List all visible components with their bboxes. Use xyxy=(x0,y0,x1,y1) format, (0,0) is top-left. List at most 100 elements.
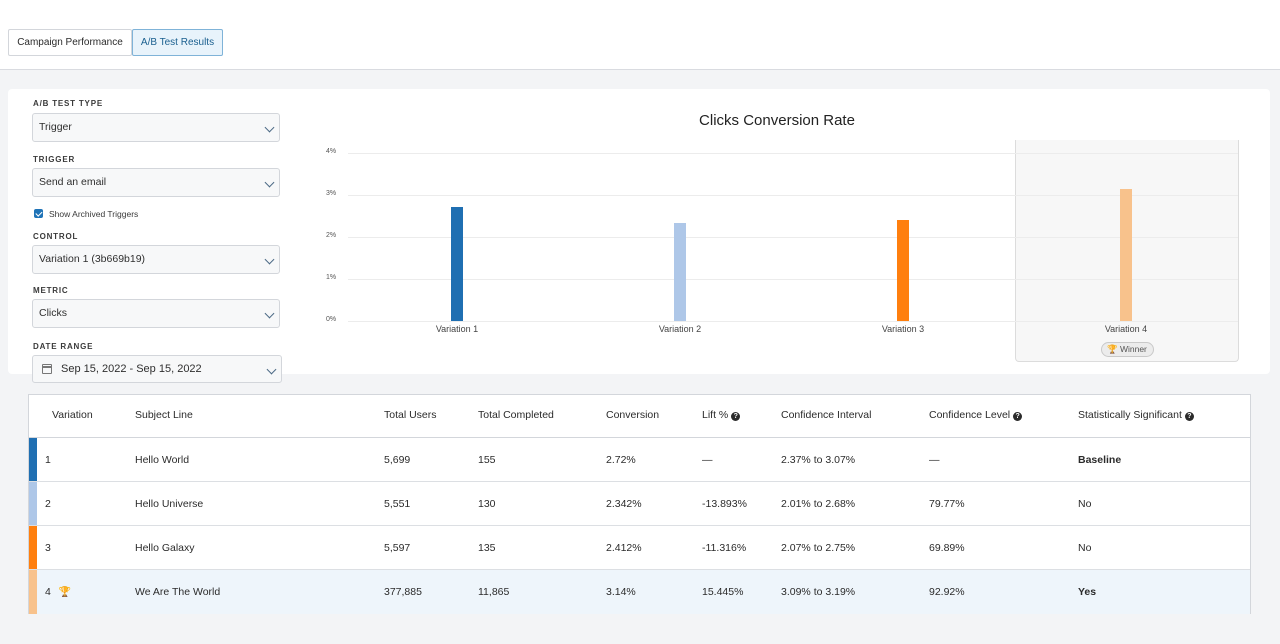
x-tick-label: Variation 4 xyxy=(1104,324,1148,334)
winner-badge-label: Winner xyxy=(1119,344,1147,354)
table-header: Variation Subject Line Total Users Total… xyxy=(29,395,1250,438)
bar-variation-1[interactable] xyxy=(451,206,463,321)
chevron-down-icon xyxy=(264,122,275,133)
cell-significant: Yes xyxy=(1078,586,1097,598)
gridline xyxy=(348,153,1238,154)
cell-lift: 15.445% xyxy=(702,586,744,598)
cell-cl: 79.77% xyxy=(929,498,965,510)
results-table: Variation Subject Line Total Users Total… xyxy=(28,394,1251,614)
cell-variation: 1 xyxy=(45,454,51,466)
y-tick-label: 4% xyxy=(326,148,337,155)
top-bar: Campaign Performance A/B Test Results xyxy=(0,0,1280,70)
cell-subject: Hello Universe xyxy=(135,498,204,510)
ab-test-type-value: Trigger xyxy=(39,121,72,133)
cell-completed: 135 xyxy=(478,542,496,554)
col-statistically-significant[interactable]: Statistically Significant? xyxy=(1078,409,1194,421)
y-tick-label: 2% xyxy=(326,232,337,239)
date-range-value: Sep 15, 2022 - Sep 15, 2022 xyxy=(61,363,202,375)
tab-ab-test-results[interactable]: A/B Test Results xyxy=(132,29,223,56)
cell-subject: We Are The World xyxy=(135,586,221,598)
col-confidence-level-label: Confidence Level xyxy=(929,409,1011,421)
chevron-down-icon xyxy=(264,308,275,319)
cell-ci: 2.37% to 3.07% xyxy=(781,454,856,466)
cell-lift: — xyxy=(702,454,713,466)
cell-conversion: 2.72% xyxy=(606,454,636,466)
cell-completed: 155 xyxy=(478,454,496,466)
trophy-icon: 🏆 xyxy=(58,587,72,598)
date-range-label: DATE RANGE xyxy=(33,342,94,351)
x-tick-label: Variation 2 xyxy=(658,324,702,334)
table-row: 4 🏆 We Are The World 377,885 11,865 3.14%… xyxy=(29,570,1250,614)
bar-variation-4[interactable] xyxy=(1120,189,1132,321)
col-lift-label: Lift % xyxy=(702,409,729,421)
cell-variation: 2 xyxy=(45,498,51,510)
trophy-icon: 🏆 xyxy=(1107,344,1118,354)
metric-select[interactable]: Clicks xyxy=(32,299,280,328)
cell-lift: -13.893% xyxy=(702,498,747,510)
cell-users: 377,885 xyxy=(384,586,422,598)
table-row: 1 Hello World 5,699 155 2.72% — 2.37% to… xyxy=(29,438,1250,482)
col-conversion[interactable]: Conversion xyxy=(606,409,660,421)
col-variation[interactable]: Variation xyxy=(52,409,93,421)
bar-variation-2[interactable] xyxy=(674,222,686,321)
cell-variation: 4 🏆 xyxy=(45,586,71,598)
control-label: CONTROL xyxy=(33,232,79,241)
show-archived-checkbox[interactable] xyxy=(34,209,43,218)
col-subject-line[interactable]: Subject Line xyxy=(135,409,193,421)
cell-completed: 11,865 xyxy=(478,586,510,598)
col-confidence-interval[interactable]: Confidence Interval xyxy=(781,409,872,421)
control-value: Variation 1 (3b669b19) xyxy=(39,253,146,265)
date-range-picker[interactable]: Sep 15, 2022 - Sep 15, 2022 xyxy=(32,355,282,383)
metric-label: METRIC xyxy=(33,286,69,295)
chart-title: Clicks Conversion Rate xyxy=(699,112,855,129)
x-tick-label: Variation 3 xyxy=(881,324,925,334)
col-lift[interactable]: Lift %? xyxy=(702,409,741,421)
cell-cl: 92.92% xyxy=(929,586,965,598)
control-select[interactable]: Variation 1 (3b669b19) xyxy=(32,245,280,274)
cell-users: 5,597 xyxy=(384,542,411,554)
cell-completed: 130 xyxy=(478,498,496,510)
col-confidence-level[interactable]: Confidence Level? xyxy=(929,409,1023,421)
table-row: 3 Hello Galaxy 5,597 135 2.412% -11.316%… xyxy=(29,526,1250,570)
y-tick-label: 3% xyxy=(326,190,337,197)
cell-cl: 69.89% xyxy=(929,542,965,554)
col-total-completed[interactable]: Total Completed xyxy=(478,409,554,421)
variation-color-stripe xyxy=(29,570,37,614)
help-icon[interactable]: ? xyxy=(731,412,741,421)
cell-conversion: 2.342% xyxy=(606,498,642,510)
cell-ci: 2.01% to 2.68% xyxy=(781,498,856,510)
tab-campaign-performance[interactable]: Campaign Performance xyxy=(8,29,132,56)
cell-cl: — xyxy=(929,454,940,466)
bar-variation-3[interactable] xyxy=(897,219,909,321)
help-icon[interactable]: ? xyxy=(1013,412,1023,421)
gridline xyxy=(348,237,1238,238)
cell-ci: 3.09% to 3.19% xyxy=(781,586,856,598)
cell-significant: No xyxy=(1078,498,1092,510)
gridline xyxy=(348,321,1238,322)
cell-users: 5,699 xyxy=(384,454,411,466)
chevron-down-icon xyxy=(264,177,275,188)
col-statistically-significant-label: Statistically Significant xyxy=(1078,409,1182,421)
cell-users: 5,551 xyxy=(384,498,411,510)
calendar-icon xyxy=(42,364,52,374)
ab-test-type-select[interactable]: Trigger xyxy=(32,113,280,142)
gridline xyxy=(348,195,1238,196)
trigger-select[interactable]: Send an email xyxy=(32,168,280,197)
cell-conversion: 2.412% xyxy=(606,542,642,554)
x-tick-label: Variation 1 xyxy=(435,324,479,334)
variation-color-stripe xyxy=(29,482,37,525)
show-archived-label: Show Archived Triggers xyxy=(49,209,139,219)
cell-significant: Baseline xyxy=(1078,454,1122,466)
cell-conversion: 3.14% xyxy=(606,586,636,598)
gridline xyxy=(348,279,1238,280)
col-total-users[interactable]: Total Users xyxy=(384,409,437,421)
cell-variation-number: 4 xyxy=(45,586,51,598)
cell-subject: Hello Galaxy xyxy=(135,542,195,554)
chevron-down-icon xyxy=(266,364,277,375)
chevron-down-icon xyxy=(264,254,275,265)
ab-test-type-label: A/B TEST TYPE xyxy=(33,99,103,108)
help-icon[interactable]: ? xyxy=(1184,412,1194,421)
cell-significant: No xyxy=(1078,542,1092,554)
trigger-label: TRIGGER xyxy=(33,155,76,164)
y-tick-label: 0% xyxy=(326,316,337,323)
